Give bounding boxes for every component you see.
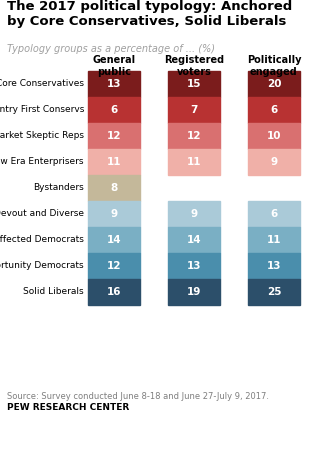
Text: 12: 12 [187, 131, 201, 141]
Text: 19: 19 [187, 287, 201, 297]
Text: Core Conservatives: Core Conservatives [0, 79, 84, 88]
Bar [168, 123, 220, 149]
Text: Politically
engaged: Politically engaged [247, 55, 301, 77]
Bar [168, 71, 220, 97]
Text: Devout and Diverse: Devout and Diverse [0, 210, 84, 219]
Text: General
public: General public [92, 55, 136, 77]
Text: 6: 6 [270, 105, 277, 115]
Bar [248, 201, 300, 227]
Bar [88, 123, 140, 149]
Text: 8: 8 [110, 183, 118, 193]
Bar [168, 279, 220, 305]
Text: Registered
voters: Registered voters [164, 55, 224, 77]
Text: 14: 14 [107, 235, 121, 245]
Text: 6: 6 [110, 105, 118, 115]
Text: 11: 11 [107, 157, 121, 167]
Text: The 2017 political typology: Anchored
by Core Conservatives, Solid Liberals: The 2017 political typology: Anchored by… [7, 0, 292, 28]
Text: 12: 12 [107, 261, 121, 271]
Text: New Era Enterprisers: New Era Enterprisers [0, 158, 84, 167]
Text: 14: 14 [187, 235, 201, 245]
Text: 9: 9 [270, 157, 277, 167]
Text: 10: 10 [267, 131, 281, 141]
Bar [248, 149, 300, 175]
Text: 16: 16 [107, 287, 121, 297]
Text: 25: 25 [267, 287, 281, 297]
Bar [168, 149, 220, 175]
Bar [88, 97, 140, 123]
Text: 7: 7 [190, 105, 198, 115]
Bar [88, 253, 140, 279]
Bar [88, 201, 140, 227]
Bar [248, 253, 300, 279]
Bar [248, 279, 300, 305]
Bar [248, 71, 300, 97]
Text: 11: 11 [187, 157, 201, 167]
Text: 20: 20 [267, 79, 281, 89]
Text: 6: 6 [270, 209, 277, 219]
Text: 12: 12 [107, 131, 121, 141]
Text: Disaffected Democrats: Disaffected Democrats [0, 235, 84, 245]
Text: Bystanders: Bystanders [33, 184, 84, 193]
Bar [168, 227, 220, 253]
Text: Market Skeptic Reps: Market Skeptic Reps [0, 132, 84, 141]
Text: PEW RESEARCH CENTER: PEW RESEARCH CENTER [7, 403, 129, 412]
Text: Country First Conservs: Country First Conservs [0, 106, 84, 114]
Bar [168, 97, 220, 123]
Text: 9: 9 [190, 209, 197, 219]
Bar [88, 71, 140, 97]
Text: Source: Survey conducted June 8-18 and June 27-July 9, 2017.: Source: Survey conducted June 8-18 and J… [7, 392, 269, 401]
Bar [88, 227, 140, 253]
Text: Opportunity Democrats: Opportunity Democrats [0, 261, 84, 270]
Bar [248, 97, 300, 123]
Bar [248, 227, 300, 253]
Text: Typology groups as a percentage of ... (%): Typology groups as a percentage of ... (… [7, 44, 215, 54]
Text: Solid Liberals: Solid Liberals [23, 287, 84, 296]
Text: 15: 15 [187, 79, 201, 89]
Bar [88, 279, 140, 305]
Text: 13: 13 [187, 261, 201, 271]
Bar [88, 175, 140, 201]
Text: 11: 11 [267, 235, 281, 245]
Bar [248, 123, 300, 149]
Text: 9: 9 [110, 209, 117, 219]
Text: 13: 13 [107, 79, 121, 89]
Bar [168, 201, 220, 227]
Text: 13: 13 [267, 261, 281, 271]
Bar [168, 253, 220, 279]
Bar [88, 149, 140, 175]
